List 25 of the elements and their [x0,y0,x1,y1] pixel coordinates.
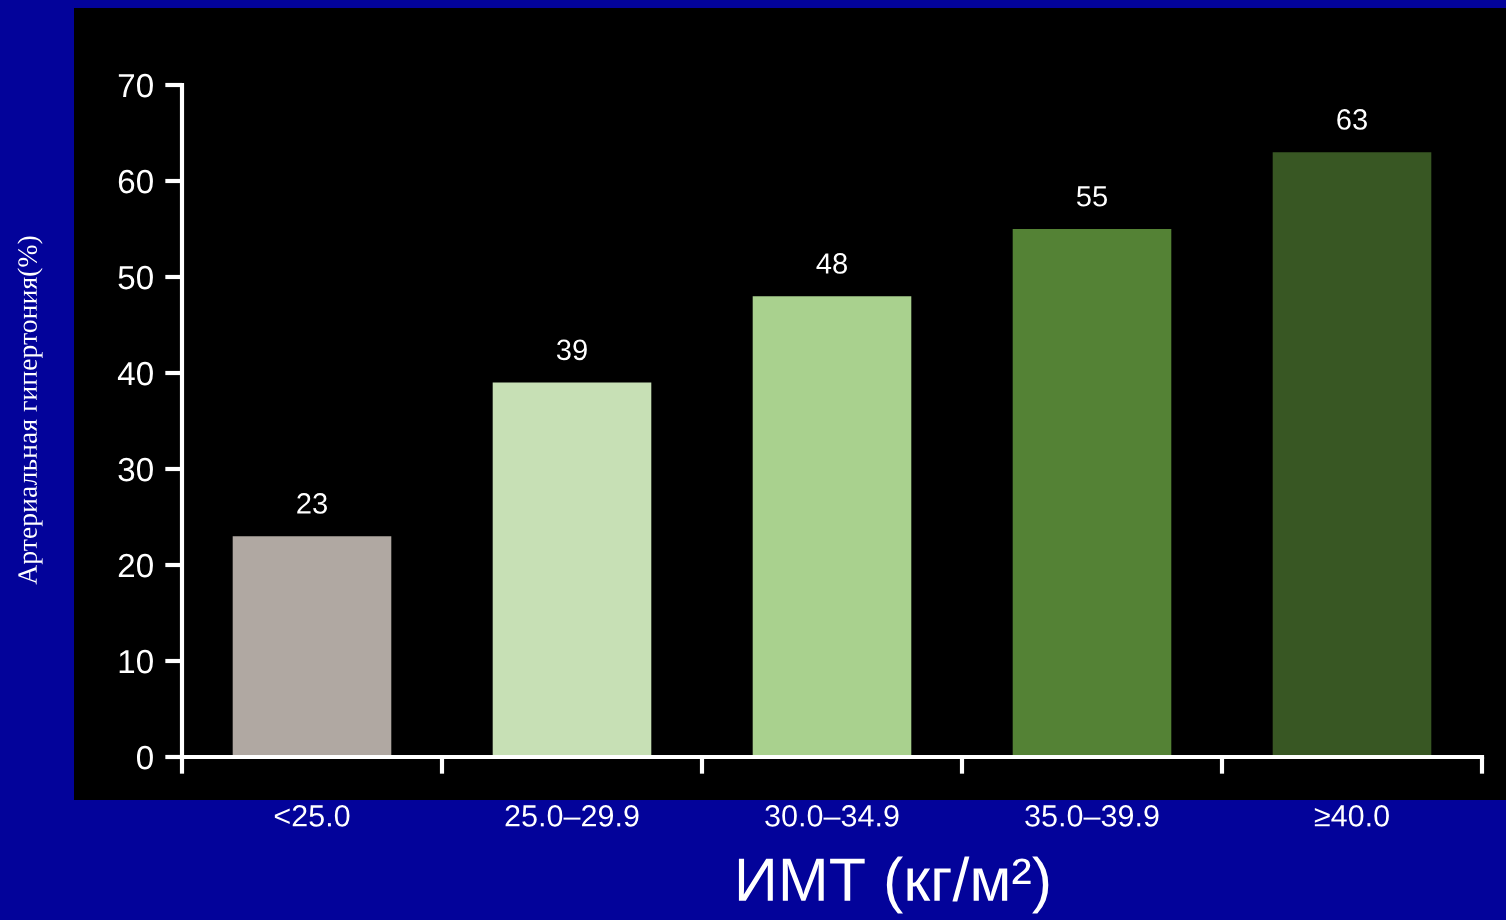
x-tick-label: 30.0–34.9 [765,805,899,827]
y-tick-label: 60 [118,169,153,194]
bar [752,296,912,757]
bar [232,536,392,757]
data-label: 48 [816,253,847,274]
y-tick-label: 10 [119,649,153,674]
bar [1012,229,1172,757]
y-tick-label: 50 [118,265,153,290]
y-tick-label: 40 [117,361,153,386]
x-tick-label: 25.0–29.9 [505,805,639,827]
x-tick-label: ≥40.0 [1314,805,1389,827]
y-tick-label: 0 [136,745,153,770]
y-tick-label: 70 [118,73,153,98]
x-tick-label: 35.0–39.9 [1025,805,1159,827]
y-tick-label: 20 [118,553,153,578]
bar [1272,152,1432,757]
bar [492,382,652,757]
data-label: 63 [1337,109,1367,130]
data-label: 55 [1076,186,1107,207]
data-label: 23 [297,493,327,514]
x-tick-label: <25.0 [274,805,350,827]
y-axis-title: Артериальная гипертония(%) [17,236,43,585]
y-tick-label: 30 [118,457,153,482]
x-axis-title: ИМТ (кг/м²) [738,856,1049,914]
data-label: 39 [556,339,587,361]
